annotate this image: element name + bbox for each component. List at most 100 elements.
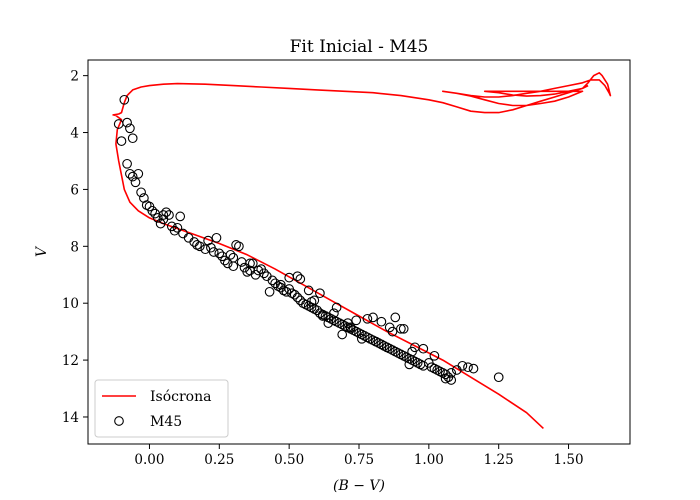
m45-point (351, 315, 362, 326)
m45-point (264, 286, 275, 297)
m45-point (493, 372, 504, 383)
m45-point (323, 318, 334, 328)
m45-point (315, 288, 325, 299)
m45-point (404, 359, 415, 370)
m45-point (228, 252, 239, 263)
m45-point (267, 275, 278, 286)
legend-m45-swatch (114, 416, 124, 426)
m45-point (446, 375, 457, 385)
m45-point (429, 350, 440, 361)
m45-point (337, 319, 348, 330)
m45-point (208, 247, 219, 257)
m45-point (306, 296, 317, 307)
m45-point (382, 342, 392, 353)
m45-point (125, 123, 135, 134)
y-tick-label: 6 (70, 182, 79, 198)
m45-point (356, 333, 367, 344)
m45-point (211, 232, 222, 243)
y-tick-label: 12 (62, 353, 79, 369)
x-tick-label: 1.50 (554, 452, 584, 468)
m45-point (172, 222, 183, 233)
x-axis: 0.00 0.25 0.50 0.75 1.00 1.25 1.50 (134, 444, 584, 468)
y-axis: 2 4 6 8 10 12 14 (62, 69, 88, 426)
m45-point (329, 308, 339, 319)
m45-point (292, 271, 303, 282)
m45-point (225, 249, 236, 260)
m45-point (396, 323, 406, 334)
m45-point (418, 343, 429, 354)
m45-point (194, 241, 205, 252)
m45-point (432, 365, 443, 375)
m45-point (152, 213, 163, 223)
m45-point (463, 362, 473, 373)
m45-point (292, 292, 303, 303)
m45-point (158, 210, 169, 220)
x-tick-label: 1.25 (484, 452, 514, 468)
m45-point (130, 177, 141, 188)
x-tick-label: 0.00 (134, 452, 164, 468)
legend-box (94, 379, 229, 438)
m45-point (169, 225, 180, 236)
legend-m45-label: M45 (150, 414, 182, 430)
m45-point (376, 339, 387, 350)
m45-point (446, 368, 457, 378)
m45-point (275, 279, 286, 290)
m45-point (136, 187, 146, 198)
m45-point (164, 210, 174, 220)
m45-point (127, 133, 138, 144)
m45-point (342, 318, 353, 328)
m45-point (253, 265, 264, 276)
m45-point (362, 332, 373, 343)
m45-point (390, 312, 401, 323)
x-tick-label: 0.75 (344, 452, 374, 468)
m45-point (234, 241, 244, 252)
isochrone-line (112, 72, 612, 429)
m45-point (370, 336, 381, 347)
m45-point (222, 258, 233, 269)
y-tick-label: 10 (62, 296, 79, 312)
m45-point (139, 193, 149, 203)
m45-point (175, 211, 186, 222)
m45-point (329, 315, 339, 326)
m45-point (457, 360, 468, 371)
m45-point (468, 363, 479, 374)
y-tick-label: 8 (70, 239, 79, 255)
m45-point (407, 346, 417, 357)
m45-point (245, 258, 255, 269)
legend: Isócrona M45 (94, 379, 229, 438)
m45-point (275, 282, 286, 293)
m45-point (398, 323, 409, 334)
m45-point (362, 313, 373, 324)
m45-point (289, 289, 300, 300)
m45-point (203, 235, 213, 246)
m45-point (113, 119, 124, 129)
m45-point (331, 302, 342, 313)
m45-point (116, 136, 127, 146)
m45-point (376, 316, 387, 327)
m45-point (303, 285, 314, 296)
m45-point (368, 312, 378, 323)
m45-point (220, 255, 230, 266)
y-axis-label: V (34, 245, 50, 257)
legend-isochrone-label: Isócrona (150, 389, 211, 405)
m45-point (214, 248, 225, 259)
m45-point (119, 94, 130, 105)
x-tick-label: 0.25 (204, 452, 234, 468)
m45-point (440, 373, 451, 384)
m45-point (387, 345, 398, 355)
m45-point (247, 258, 258, 269)
chart-title: Fit Inicial - M45 (290, 37, 429, 57)
m45-point (259, 268, 269, 279)
m45-point (337, 329, 348, 340)
plot-content (112, 72, 612, 429)
m45-point (387, 326, 398, 337)
m45-point (161, 207, 172, 218)
m45-points (113, 94, 504, 385)
m45-point (122, 158, 132, 169)
x-tick-label: 1.00 (414, 452, 444, 468)
x-tick-label: 0.50 (274, 452, 304, 468)
y-tick-label: 2 (70, 69, 79, 85)
m45-point (147, 205, 158, 216)
m45-point (440, 369, 451, 380)
